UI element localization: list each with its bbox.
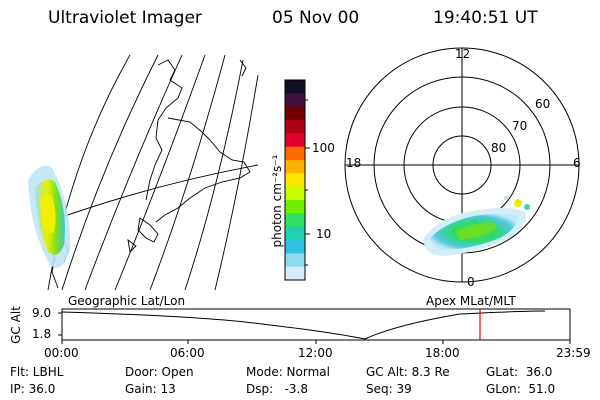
- aurora-emission-left: [28, 165, 71, 268]
- altitude-ylabel: GC Alt: [9, 306, 23, 344]
- colorbar-band: [285, 93, 305, 108]
- meridian-line: [61, 54, 159, 290]
- colorbar-band: [285, 226, 305, 241]
- status-filter: Flt: LBHL: [10, 365, 64, 379]
- coastline: [145, 59, 183, 201]
- status-glat: GLat: 36.0: [486, 365, 553, 379]
- time-axis-tick: 12:00: [298, 346, 333, 360]
- meridian-line: [214, 74, 259, 290]
- colorbar-unit-label: photon cm⁻²s⁻¹: [270, 154, 284, 248]
- coastline: [239, 59, 247, 77]
- meridian-line: [149, 54, 226, 290]
- parallel-line: [47, 164, 259, 223]
- colorbar-band: [285, 200, 305, 214]
- status-glon: GLon: 51.0: [486, 382, 556, 396]
- status-dsp: Dsp: -3.8: [246, 382, 309, 396]
- aurora-emission-polar: [423, 195, 530, 256]
- colorbar-tick-label: 10: [316, 227, 332, 241]
- altitude-ytick: 1.8: [32, 327, 52, 341]
- coastline: [127, 238, 137, 253]
- colorbar-band: [285, 240, 305, 254]
- status-mode: Mode: Normal: [246, 365, 330, 379]
- mlat-ring-label: 80: [491, 141, 507, 155]
- colorbar-band: [285, 213, 305, 228]
- image-time: 19:40:51 UT: [433, 8, 538, 28]
- colorbar-band: [285, 80, 305, 94]
- colorbar-band: [285, 266, 305, 281]
- colorbar-band: [285, 106, 305, 121]
- mlt-label-18: 18: [346, 156, 362, 170]
- coastline: [155, 117, 251, 223]
- instrument-title: Ultraviolet Imager: [48, 8, 202, 28]
- mlat-ring-label: 70: [512, 119, 528, 133]
- altitude-ytick: 9.0: [32, 306, 52, 320]
- colorbar-gradient: [285, 80, 305, 281]
- altitude-curve: [61, 310, 546, 340]
- geographic-map: [44, 54, 259, 290]
- meridian-line: [84, 54, 183, 290]
- geographic-caption: Geographic Lat/Lon: [68, 294, 186, 308]
- altitude-plot: [58, 308, 571, 344]
- meridian-line: [184, 59, 244, 290]
- altitude-frame: [61, 308, 571, 341]
- time-axis-tick: 18:00: [425, 346, 460, 360]
- colorbar-band: [285, 253, 305, 268]
- status-door: Door: Open: [125, 365, 194, 379]
- colorbar-band: [285, 133, 305, 148]
- colorbar-tick-label: 100: [312, 141, 335, 155]
- colorbar-band: [285, 173, 305, 188]
- status-gain: Gain: 13: [125, 382, 176, 396]
- status-ip: IP: 36.0: [10, 382, 56, 396]
- image-date: 05 Nov 00: [272, 8, 360, 28]
- status-gc-alt: GC Alt: 8.3 Re: [366, 365, 450, 379]
- colorbar-band: [285, 186, 305, 201]
- coastline: [137, 217, 159, 243]
- colorbar-band: [285, 120, 305, 134]
- time-axis-tick: 00:00: [44, 346, 79, 360]
- time-axis-tick: 23:59: [556, 346, 591, 360]
- apex-caption: Apex MLat/MLT: [426, 294, 516, 308]
- mlt-label-0: 0: [467, 275, 475, 289]
- mlt-label-12: 12: [455, 47, 471, 61]
- mlt-label-6: 6: [573, 156, 581, 170]
- time-axis-tick: 06:00: [170, 346, 205, 360]
- status-seq: Seq: 39: [366, 382, 412, 396]
- colorbar-band: [285, 146, 305, 161]
- mlat-ring-label: 60: [535, 97, 551, 111]
- meridian-line: [114, 54, 206, 290]
- colorbar-band: [285, 160, 305, 174]
- colorbar: [284, 79, 310, 281]
